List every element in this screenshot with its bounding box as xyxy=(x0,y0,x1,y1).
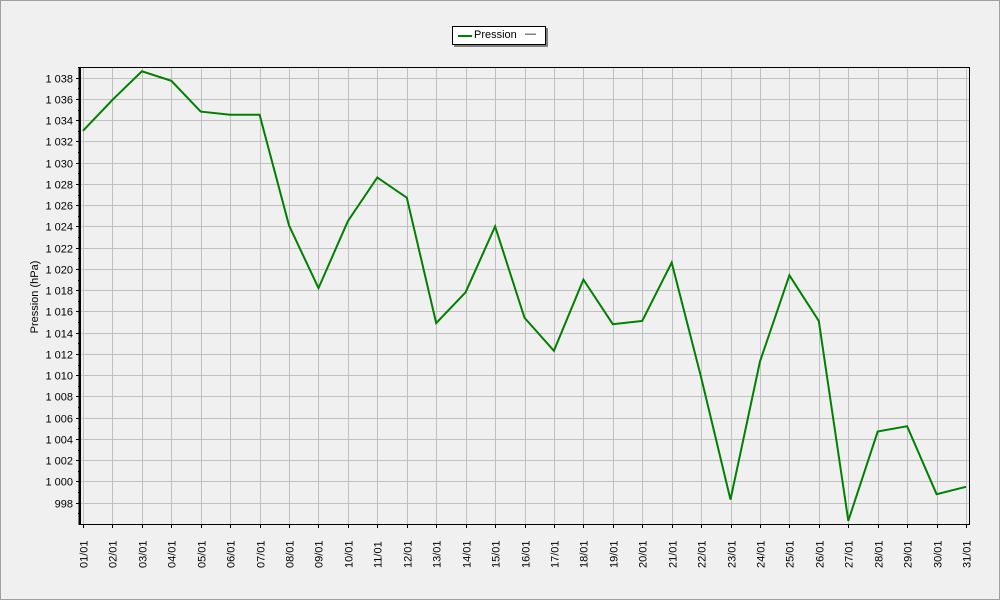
x-tick-label: 23/01 xyxy=(727,540,739,568)
x-tick-label: 25/01 xyxy=(785,540,797,568)
y-tick-label: 1 004 xyxy=(45,435,73,447)
x-tick-label: 02/01 xyxy=(108,540,120,568)
x-tick-label: 04/01 xyxy=(167,540,179,568)
y-tick-label: 1 038 xyxy=(45,74,73,86)
y-tick-label: 1 016 xyxy=(45,307,73,319)
x-tick-label: 14/01 xyxy=(462,540,474,568)
y-tick-label: 1 006 xyxy=(45,414,73,426)
y-tick-label: 1 002 xyxy=(45,456,73,468)
x-tick-label: 10/01 xyxy=(344,540,356,568)
y-axis-ticks: 998 1 000 1 002 1 004 1 006 1 008 1 010 1 012 1 … xyxy=(45,67,80,514)
x-tick-label: 29/01 xyxy=(903,540,915,568)
x-tick-label: 18/01 xyxy=(579,540,591,568)
y-tick-label: 1 014 xyxy=(45,329,73,341)
x-tick-label: 20/01 xyxy=(638,540,650,568)
plot-area xyxy=(80,67,969,524)
y-tick-label: 1 020 xyxy=(45,265,73,277)
x-tick-label: 16/01 xyxy=(521,540,533,568)
x-tick-label: 19/01 xyxy=(609,540,621,568)
y-tick-label: 1 026 xyxy=(45,201,73,213)
y-tick-label: 1 022 xyxy=(45,244,73,256)
x-tick-label: 07/01 xyxy=(256,540,268,568)
y-tick-label: 1 012 xyxy=(45,350,73,362)
y-tick-label: 1 036 xyxy=(45,95,73,107)
y-axis-label: Pression (hPa) xyxy=(29,261,41,334)
x-tick-label: 06/01 xyxy=(226,540,238,568)
y-tick-label: 998 xyxy=(55,499,73,511)
x-tick-label: 05/01 xyxy=(197,540,209,568)
y-tick-label: 1 028 xyxy=(45,180,73,192)
gridlines xyxy=(80,67,969,524)
x-tick-label: 03/01 xyxy=(138,540,150,568)
x-tick-label: 12/01 xyxy=(403,540,415,568)
x-axis-ticks: 01/01 02/01 03/01 04/01 05/01 06/01 07/01 08/01… xyxy=(79,524,974,568)
x-tick-label: 01/01 xyxy=(79,540,91,568)
x-tick-label: 15/01 xyxy=(491,540,503,568)
y-tick-label: 1 008 xyxy=(45,392,73,404)
chart-legend: Pression — xyxy=(452,26,546,45)
series-group xyxy=(82,70,967,522)
y-tick-label: 1 010 xyxy=(45,371,73,383)
legend-dash: — xyxy=(525,28,536,40)
y-tick-label: 1 032 xyxy=(45,137,73,149)
x-tick-label: 13/01 xyxy=(432,540,444,568)
y-tick-label: 1 030 xyxy=(45,159,73,171)
x-tick-label: 17/01 xyxy=(550,540,562,568)
y-tick-label: 1 024 xyxy=(45,222,73,234)
x-tick-label: 11/01 xyxy=(373,541,385,568)
x-tick-label: 31/01 xyxy=(962,540,974,568)
x-tick-label: 26/01 xyxy=(815,540,827,568)
x-tick-label: 30/01 xyxy=(933,540,945,568)
legend-label-pression: Pression xyxy=(474,29,517,41)
x-tick-label: 27/01 xyxy=(844,540,856,568)
x-tick-label: 24/01 xyxy=(756,540,768,568)
x-tick-label: 21/01 xyxy=(668,540,680,568)
y-tick-label: 1 018 xyxy=(45,286,73,298)
y-tick-label: 1 000 xyxy=(45,477,73,489)
x-tick-label: 09/01 xyxy=(314,540,326,568)
legend-swatch-pression xyxy=(458,35,472,37)
x-tick-label: 28/01 xyxy=(874,540,886,568)
y-tick-label: 1 034 xyxy=(45,116,73,128)
x-tick-label: 08/01 xyxy=(285,540,297,568)
x-tick-label: 22/01 xyxy=(697,540,709,568)
